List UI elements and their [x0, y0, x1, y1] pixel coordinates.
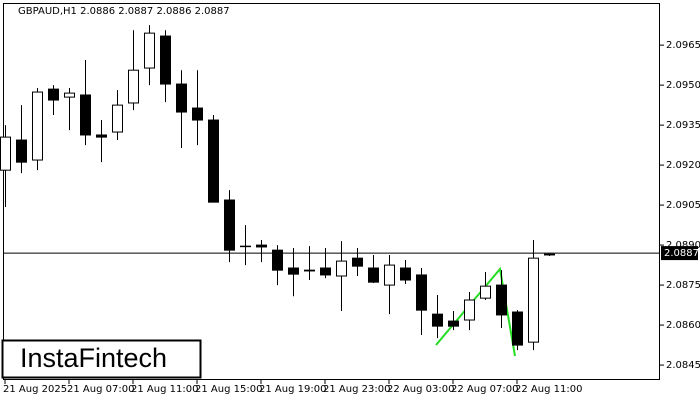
logo-box [1, 339, 202, 379]
x-tick-label: 21 Aug 07:00 [67, 384, 134, 395]
candle-body [192, 107, 203, 121]
candle-body [464, 299, 475, 321]
candle-body [528, 257, 539, 343]
y-tick-label: 2.0905 [666, 200, 700, 211]
candle-body [48, 88, 59, 101]
candle-body [32, 91, 43, 161]
candle-body [336, 260, 347, 277]
y-tick-label: 2.0875 [666, 280, 700, 291]
y-tick-label: 2.0845 [666, 360, 700, 371]
candle-body [80, 94, 91, 136]
chart-title: GBPAUD,H1 2.0886 2.0887 2.0886 2.0887 [18, 6, 230, 17]
candle-body [416, 274, 427, 311]
candle-body [448, 320, 459, 327]
candle-body [160, 35, 171, 85]
candle-body [64, 92, 75, 98]
candle-body [304, 269, 315, 272]
plot-frame [3, 3, 660, 380]
candle-body [256, 244, 267, 248]
candle-body [320, 267, 331, 276]
x-tick-label: 21 Aug 11:00 [131, 384, 198, 395]
pattern-line [435, 266, 516, 357]
candle-body [352, 257, 363, 267]
price-label: 2.0887 [664, 248, 699, 259]
candle-body [128, 69, 139, 104]
y-tick-label: 2.0860 [666, 320, 700, 331]
x-tick-label: 21 Aug 23:00 [323, 384, 390, 395]
candle-body [112, 104, 123, 133]
candle-body [96, 134, 107, 138]
candle-body [288, 267, 299, 275]
candle-body [208, 119, 219, 203]
price-label-box [661, 246, 698, 261]
x-tick-label: 21 Aug 2025 [3, 384, 67, 395]
x-tick-label: 22 Aug 07:00 [451, 384, 518, 395]
candle-body [368, 267, 379, 283]
x-tick-label: 22 Aug 03:00 [387, 384, 454, 395]
candle-body [272, 249, 283, 271]
candle-body [496, 284, 507, 316]
y-tick-label: 2.0950 [666, 80, 700, 91]
x-tick-label: 21 Aug 19:00 [259, 384, 326, 395]
y-tick-label: 2.0890 [666, 240, 700, 251]
candle-body [240, 245, 251, 248]
logo: InstaFintech [20, 343, 167, 373]
candle-body [480, 285, 491, 299]
y-tick-label: 2.0920 [666, 160, 700, 171]
y-tick-label: 2.0965 [666, 40, 700, 51]
candle-body [512, 311, 523, 346]
candle-body [176, 83, 187, 113]
candle-body [0, 136, 11, 171]
candle-body [432, 313, 443, 327]
candle-body [400, 267, 411, 281]
candle-body [224, 199, 235, 251]
x-tick-label: 22 Aug 11:00 [515, 384, 582, 395]
candle-body [544, 253, 555, 256]
y-tick-label: 2.0935 [666, 120, 700, 131]
candle-body [16, 139, 27, 163]
candle-body [144, 32, 155, 69]
x-tick-label: 21 Aug 15:00 [195, 384, 262, 395]
candle-body [384, 264, 395, 286]
